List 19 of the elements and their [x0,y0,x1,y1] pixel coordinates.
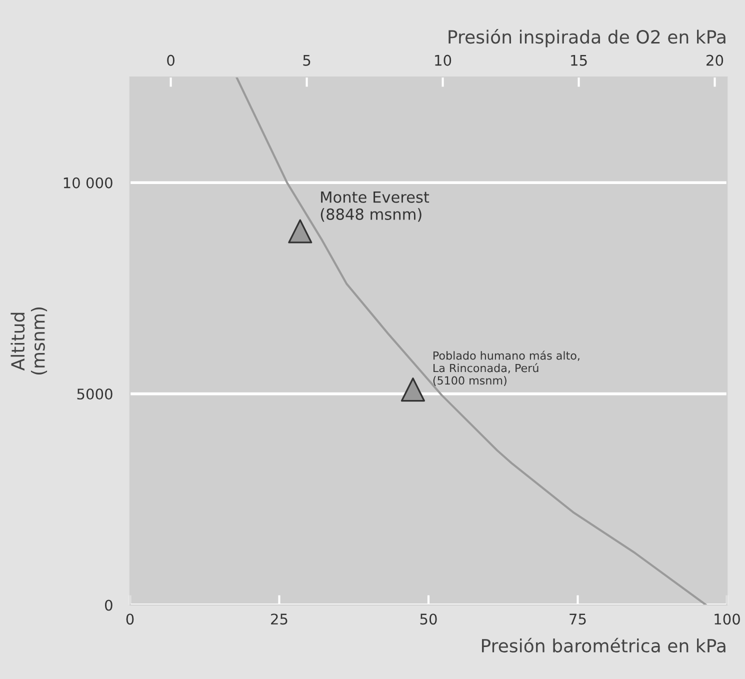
x2-tick-label: 5 [303,55,310,66]
annotation: Poblado humano más alto, La Rinconada, Perú (5100 msnm) [433,350,580,386]
x2-tick-label: 0 [167,54,174,66]
x-tick-label: 100 [714,614,740,625]
x-tick-label: 50 [420,614,437,625]
y-tick-label: 10 000 [64,177,112,188]
x-axis-title: Presión barométrica en kPa [482,638,726,653]
y-axis-title: Altitud (msnm) [10,307,48,375]
x2-tick-label: 20 [706,54,724,66]
x2-tick-label: 10 [435,54,452,66]
annotation: Monte Everest (8848 msnm) [320,192,430,222]
x-tick-label: 75 [570,614,586,625]
y-tick-label: 0 [105,600,112,611]
x2-tick-label: 15 [571,55,587,66]
y-tick-label: 5000 [77,388,112,400]
x-tick-label: 0 [126,614,134,625]
x-tick-label: 25 [271,614,288,625]
line-series [236,77,708,605]
x2-axis-title: Presión inspirada de O2 en kPa [448,29,726,48]
